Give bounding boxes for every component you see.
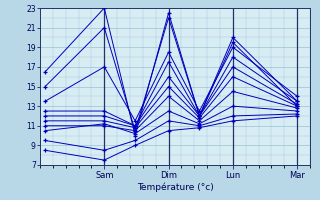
X-axis label: Température (°c): Température (°c) xyxy=(137,182,213,192)
